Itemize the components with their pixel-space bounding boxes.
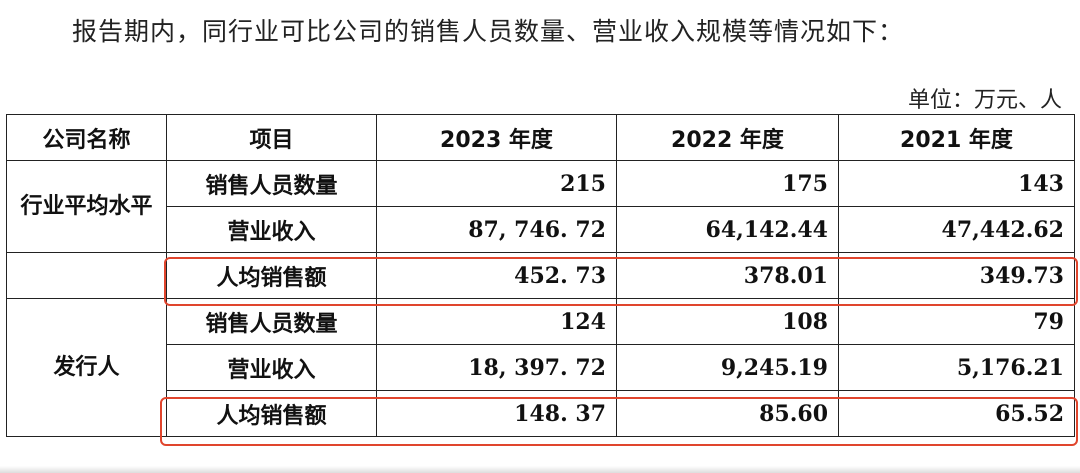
company-cell-issuer: 发行人 (6, 298, 167, 437)
item-cell: 营业收入 (166, 206, 377, 253)
item-cell: 营业收入 (166, 344, 377, 391)
value-cell: 5,176.21 (838, 344, 1075, 391)
value-cell: 175 (616, 160, 839, 207)
header-item: 项目 (166, 114, 377, 161)
table-row: 行业平均水平 销售人员数量 215 175 143 (6, 160, 1075, 253)
value-cell: 349.73 (838, 252, 1075, 299)
value-cell: 452. 73 (376, 252, 617, 299)
table-row: 人均销售额 452. 73 378.01 349.73 (6, 252, 1075, 299)
company-cell-industry: 行业平均水平 (6, 160, 167, 253)
value-cell: 47,442.62 (838, 206, 1075, 253)
value-cell: 64,142.44 (616, 206, 839, 253)
table-row: 营业收入 87, 746. 72 64,142.44 47,442.62 (7, 206, 1075, 253)
page-edge (0, 466, 1080, 473)
value-cell: 143 (838, 160, 1075, 207)
header-2021: 2021 年度 (838, 114, 1075, 161)
highlight-box-issuer (160, 397, 1078, 446)
value-cell: 18, 397. 72 (376, 344, 617, 391)
value-cell: 215 (376, 160, 617, 207)
header-2023: 2023 年度 (376, 114, 617, 161)
item-cell: 人均销售额 (166, 252, 377, 299)
header-company: 公司名称 (6, 114, 167, 161)
value-cell: 9,245.19 (616, 344, 839, 391)
value-cell: 87, 746. 72 (376, 206, 617, 253)
header-2022: 2022 年度 (616, 114, 839, 161)
unit-label: 单位：万元、人 (907, 88, 1062, 113)
table-row: 营业收入 18, 397. 72 9,245.19 5,176.21 (7, 344, 1075, 391)
empty-company-cell (6, 252, 167, 299)
item-cell: 销售人员数量 (166, 160, 377, 207)
intro-text: 报告期内，同行业可比公司的销售人员数量、营业收入规模等情况如下： (72, 17, 905, 46)
highlight-box-industry (164, 257, 1078, 306)
table-header-row: 公司名称 项目 2023 年度 2022 年度 2021 年度 (6, 114, 1075, 161)
